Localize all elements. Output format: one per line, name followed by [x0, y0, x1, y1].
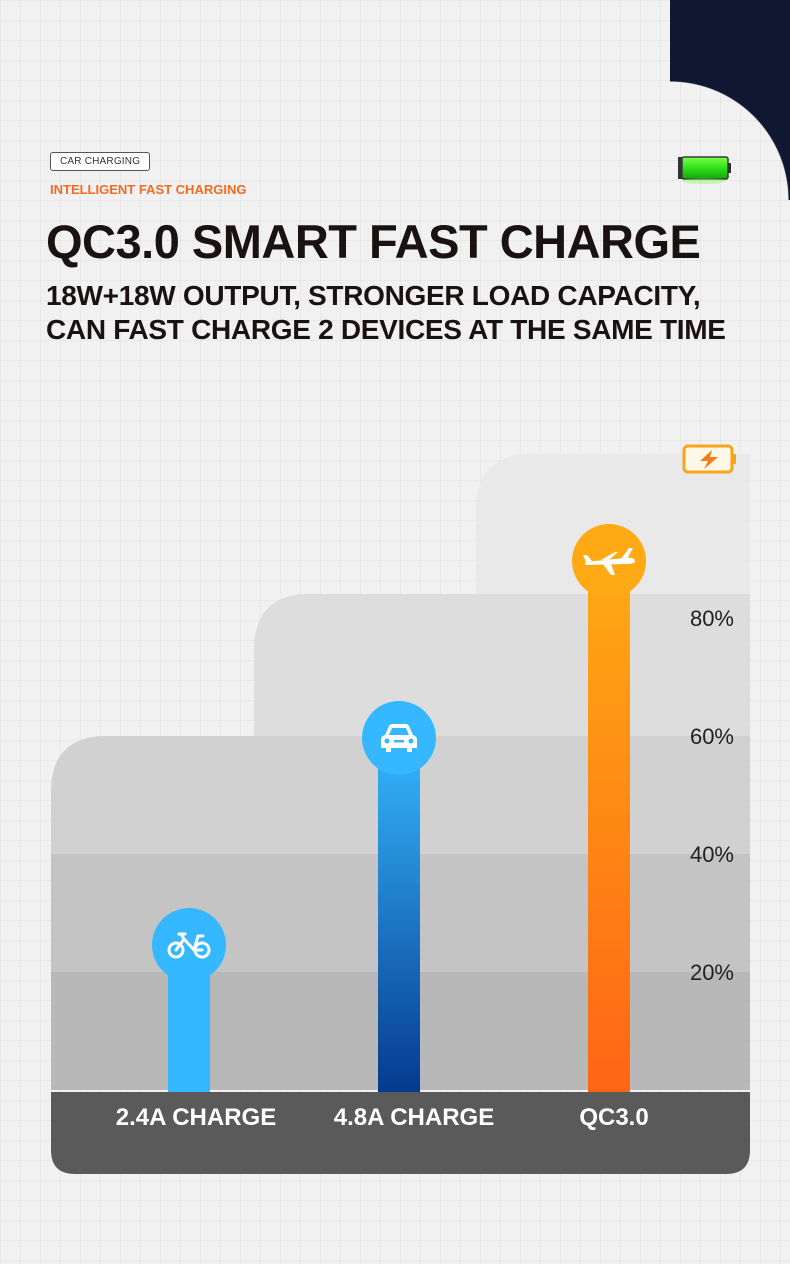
subtitle-line-1: 18W+18W OUTPUT, STRONGER LOAD CAPACITY, — [46, 280, 701, 311]
y-tick-label: 40% — [689, 842, 734, 867]
bar-2 — [378, 738, 420, 1092]
page-title: QC3.0 SMART FAST CHARGE — [46, 215, 701, 268]
bicycle-icon — [152, 907, 226, 982]
airplane-icon — [572, 524, 646, 598]
category-label: 2.4A CHARGE — [115, 1104, 277, 1131]
green-battery-icon — [678, 156, 731, 184]
car-icon — [362, 701, 436, 775]
category-tag: CAR CHARGING — [50, 152, 151, 171]
y-tick-label: 80% — [689, 606, 734, 631]
y-tick-label: 20% — [689, 960, 734, 985]
subtitle-line-2: CAN FAST CHARGE 2 DEVICES AT THE SAME TI… — [46, 314, 726, 345]
category-subtitle: INTELLIGENT FAST CHARGING — [50, 182, 247, 197]
charging-battery-icon — [682, 444, 736, 474]
bar-3 — [588, 561, 630, 1092]
y-tick-label: 60% — [689, 724, 734, 749]
category-label: QC3.0 — [579, 1104, 649, 1131]
category-label: 4.8A CHARGE — [333, 1104, 495, 1131]
